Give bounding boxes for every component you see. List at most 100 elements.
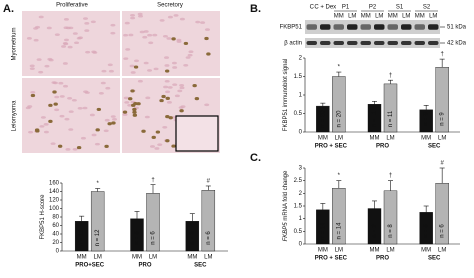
blot-strip — [305, 20, 440, 34]
nucleus — [82, 17, 88, 20]
nucleus — [124, 21, 130, 25]
band — [360, 41, 371, 45]
group-label: PRO+SEC — [75, 263, 105, 269]
nucleus — [147, 69, 153, 72]
category-label: MM — [132, 255, 142, 261]
stained-nucleus — [165, 115, 170, 119]
stained-nucleus — [57, 144, 63, 148]
nucleus — [142, 35, 148, 39]
sub-lane-label: MM — [388, 14, 398, 20]
micrographs — [22, 11, 220, 153]
nucleus — [91, 50, 97, 54]
n-label: n = 6 — [440, 224, 446, 238]
stained-nucleus — [204, 36, 209, 41]
band — [347, 24, 358, 30]
group-label: SEC — [194, 263, 207, 269]
stained-nucleus — [132, 113, 138, 117]
y-tick-label: 0 — [56, 249, 60, 255]
stained-nucleus — [159, 98, 164, 103]
nucleus — [84, 22, 90, 25]
nucleus — [26, 37, 32, 40]
significance-marker: † — [389, 173, 392, 179]
nucleus — [164, 79, 170, 83]
stained-nucleus — [53, 102, 58, 106]
stained-nucleus — [30, 93, 36, 98]
y-tick-label: 160 — [49, 181, 60, 187]
category-label: LM — [438, 248, 446, 254]
stained-nucleus — [179, 109, 184, 113]
stained-nucleus — [133, 65, 139, 69]
sub-lane-label: LM — [375, 14, 383, 20]
nucleus — [145, 96, 151, 100]
lane-label: S1 — [396, 5, 404, 11]
nucleus — [38, 70, 44, 74]
nucleus — [110, 115, 116, 118]
nucleus — [65, 148, 71, 151]
nucleus — [195, 20, 201, 24]
size-label: 42 kDa — [447, 41, 467, 47]
n-label: n = 6 — [424, 224, 430, 238]
nucleus — [72, 32, 78, 35]
y-tick-label: 3 — [299, 166, 303, 172]
nucleus — [63, 84, 69, 88]
y-tick-label: 20 — [52, 240, 59, 246]
nucleus — [188, 50, 194, 54]
y-tick-label: 80 — [52, 215, 59, 221]
nucleus — [157, 143, 163, 146]
nucleus — [72, 148, 78, 151]
significance-marker: † — [151, 177, 154, 183]
nucleus — [33, 38, 39, 42]
nucleus — [130, 71, 136, 74]
n-label: n = 9 — [440, 112, 446, 126]
nucleus — [123, 33, 129, 37]
sub-lane-label: MM — [415, 14, 425, 20]
nucleus — [63, 18, 69, 21]
nucleus — [107, 63, 113, 67]
nucleus — [98, 92, 104, 95]
nucleus — [74, 41, 80, 45]
nucleus — [39, 125, 45, 128]
nucleus — [84, 29, 90, 32]
category-label: LM — [335, 136, 343, 142]
stained-nucleus — [48, 103, 53, 107]
nucleus — [123, 57, 129, 60]
y-tick-label: 60 — [52, 223, 59, 229]
nucleus — [35, 25, 41, 29]
nucleus — [68, 128, 74, 131]
stained-nucleus — [168, 116, 173, 120]
nucleus — [47, 57, 53, 61]
stained-nucleus — [122, 110, 128, 114]
nucleus — [137, 79, 143, 83]
stained-nucleus — [164, 69, 170, 73]
nucleus — [101, 69, 107, 73]
category-label: MM — [421, 248, 431, 254]
significance-marker: † — [389, 73, 392, 79]
y-tick-label: 0.5 — [294, 111, 303, 117]
y-tick-label: 120 — [49, 198, 60, 204]
band — [387, 41, 398, 45]
row-label: Myometrium — [12, 27, 18, 60]
nucleus — [77, 106, 83, 110]
n-label: n = 6 — [190, 231, 196, 245]
stained-nucleus — [111, 121, 116, 125]
category-label: MM — [318, 248, 328, 254]
stained-nucleus — [192, 84, 197, 88]
nucleus — [52, 81, 58, 85]
nucleus — [111, 117, 117, 121]
y-tick-label: 1 — [299, 93, 303, 99]
nucleus — [130, 13, 136, 17]
nucleus — [148, 41, 154, 45]
lane-label: P2 — [369, 5, 377, 11]
nucleus — [110, 23, 116, 27]
nucleus — [163, 85, 169, 89]
stained-nucleus — [96, 107, 102, 112]
nucleus — [54, 108, 60, 112]
stained-nucleus — [132, 110, 137, 114]
panel-label: A. — [3, 3, 14, 15]
stained-nucleus — [104, 144, 109, 149]
nucleus — [143, 61, 149, 65]
sub-lane-label: MM — [361, 14, 371, 20]
size-label: 51 kDa — [447, 25, 467, 31]
y-axis-label-text: mRNA fold change — [283, 170, 289, 222]
bar-chart: 0 0.5 1 1.5 2 FKBP51 immunoblot signal n = 20 M… — [283, 52, 460, 150]
